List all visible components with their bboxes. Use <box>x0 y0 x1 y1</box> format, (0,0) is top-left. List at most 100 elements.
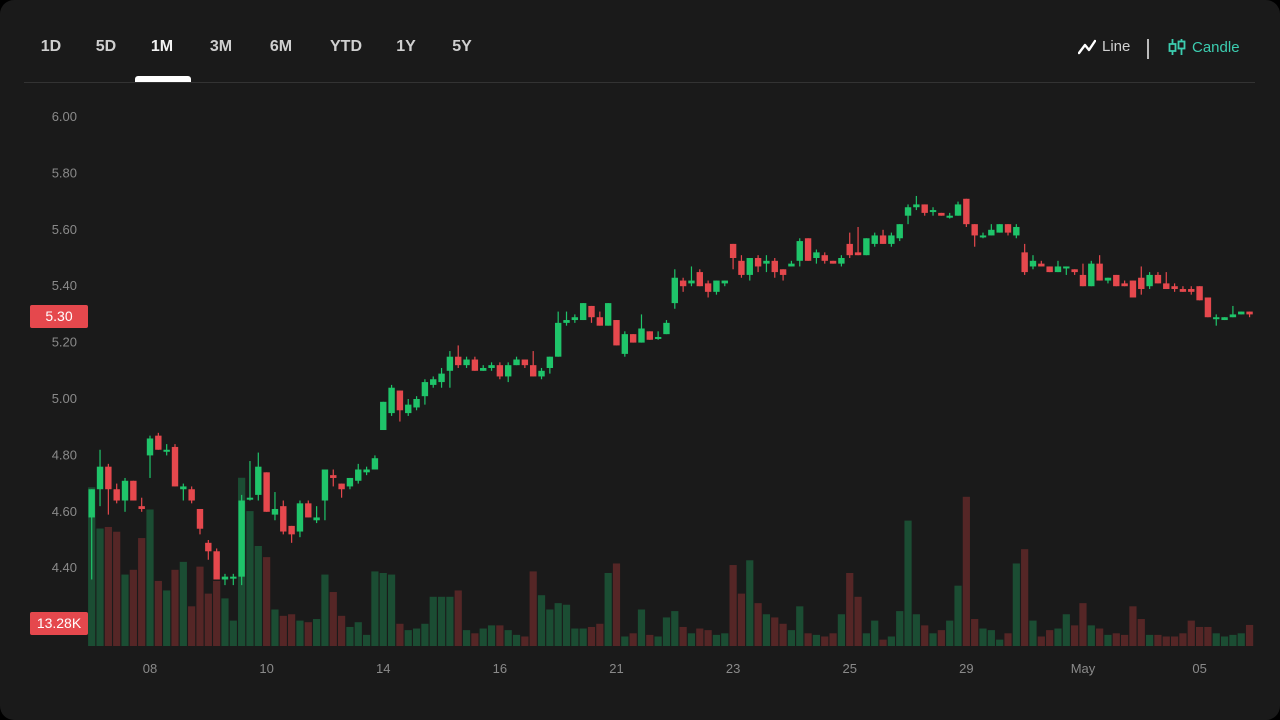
candle-up <box>296 500 304 538</box>
candle-body <box>313 517 320 521</box>
tab-5y[interactable]: 5Y <box>452 38 472 55</box>
candle-body <box>971 224 978 236</box>
x-tick-label: 25 <box>842 661 856 676</box>
candle-body <box>230 576 237 579</box>
volume-bar <box>146 509 154 646</box>
candle-body <box>105 466 112 490</box>
volume-bar <box>987 630 995 646</box>
volume-bar <box>804 633 812 646</box>
volume-bar <box>1204 626 1212 646</box>
tab-1y[interactable]: 1Y <box>396 38 416 55</box>
candle-body <box>321 469 329 501</box>
tab-ytd[interactable]: YTD <box>330 38 362 55</box>
candle-down <box>496 362 504 380</box>
volume-bar <box>1220 636 1229 646</box>
candle-down <box>1079 263 1087 287</box>
candle-body <box>946 215 953 218</box>
volume-bar <box>546 609 554 646</box>
tab-5d[interactable]: 5D <box>95 38 117 55</box>
volume-bar <box>996 639 1004 646</box>
candle-down <box>879 229 887 244</box>
candle-body <box>163 449 170 452</box>
candle-body <box>1004 224 1012 233</box>
volume-bar <box>163 590 171 646</box>
volume-bar <box>1137 619 1145 646</box>
candle-up <box>654 331 662 340</box>
volume-bar <box>1112 633 1120 646</box>
tab-1d[interactable]: 1D <box>40 38 62 55</box>
candle-body <box>596 317 604 326</box>
volume-bar <box>471 633 479 646</box>
candle-body <box>188 489 195 501</box>
volume-bar <box>1062 614 1070 646</box>
volume-bar <box>754 603 762 646</box>
y-tick-label: 5.60 <box>52 222 77 237</box>
candle-body <box>788 263 795 267</box>
candle-up <box>954 201 962 216</box>
candle-up <box>946 212 953 219</box>
candle-up <box>1063 266 1070 275</box>
volume-bars <box>88 477 1254 646</box>
volume-bar <box>412 628 421 646</box>
x-tick-label: May <box>1071 661 1096 676</box>
tab-6m[interactable]: 6M <box>269 38 293 55</box>
candle-up <box>371 455 379 470</box>
candle-up <box>929 207 937 216</box>
volume-bar <box>1212 633 1220 646</box>
tab-1m[interactable]: 1M <box>150 38 174 55</box>
candle-body <box>838 258 845 264</box>
candle-up <box>421 379 429 405</box>
x-tick-label: 21 <box>609 661 623 676</box>
volume-bar <box>537 595 546 646</box>
candle-body <box>446 356 454 371</box>
candle-up <box>430 376 437 388</box>
candle-body <box>371 458 379 470</box>
candle-up <box>913 195 920 211</box>
candle-body <box>713 280 720 292</box>
volume-bar <box>746 560 754 646</box>
candle-down <box>1021 243 1028 275</box>
candle-down <box>854 226 862 256</box>
candle-body <box>246 497 254 500</box>
candle-body <box>488 365 495 368</box>
candle-body <box>1238 311 1245 315</box>
candle-down <box>521 359 529 368</box>
candle-mode-button[interactable]: Candle <box>1168 38 1240 56</box>
volume-bar <box>1162 636 1170 646</box>
candle-up <box>979 232 987 239</box>
candle-down <box>938 212 945 216</box>
candle-body <box>380 401 387 431</box>
candle-body <box>180 486 187 490</box>
candle-body <box>638 328 645 343</box>
candle-body <box>438 373 445 383</box>
candle-up <box>180 483 187 501</box>
volume-bar <box>1037 636 1045 646</box>
candle-body <box>1154 274 1162 284</box>
volume-bar <box>104 526 112 646</box>
candle-body <box>1213 317 1220 320</box>
candle-up <box>621 331 629 357</box>
candle-body <box>471 359 479 371</box>
volume-bar <box>521 636 529 646</box>
line-mode-button[interactable]: Line <box>1078 38 1130 55</box>
tab-3m[interactable]: 3M <box>209 38 233 55</box>
candle-body <box>1054 266 1062 273</box>
header-divider <box>24 82 1255 83</box>
candle-body <box>346 477 354 487</box>
candle-body <box>113 489 120 501</box>
candle-down <box>696 269 703 287</box>
volume-bar <box>787 630 796 646</box>
candle-down <box>629 334 637 343</box>
candle-down <box>1204 297 1212 318</box>
candle-up <box>788 260 795 267</box>
candle-body <box>988 229 995 236</box>
candle-body <box>513 359 520 366</box>
candle-down <box>963 198 970 227</box>
candle-body <box>663 322 670 335</box>
candle-down <box>921 204 928 216</box>
candle-up <box>1054 260 1062 273</box>
candle-body <box>405 404 412 414</box>
mode-separator <box>1147 39 1149 59</box>
candle-body <box>913 204 920 208</box>
